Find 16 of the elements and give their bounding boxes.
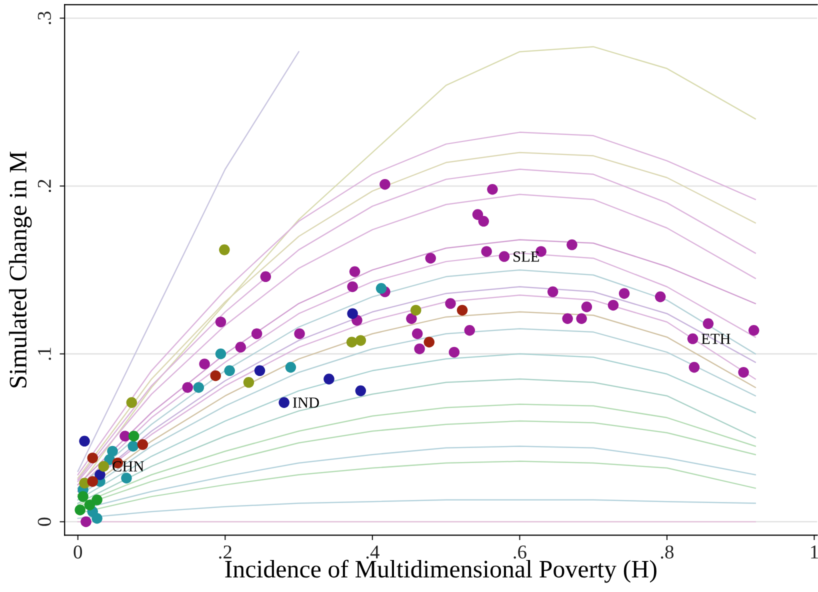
- y-tick-label: .1: [38, 348, 52, 360]
- x-tick-label: .8: [660, 545, 674, 559]
- annotation: SLE: [514, 251, 539, 262]
- x-axis-title: Incidence of Multidimensional Poverty (H): [225, 560, 656, 583]
- y-tick-label: 0: [38, 518, 51, 526]
- annotation: IND: [292, 398, 319, 408]
- y-tick-label: .2: [38, 180, 52, 192]
- x-tick-label: .6: [514, 546, 526, 559]
- x-tick-label: .2: [219, 546, 232, 559]
- y-tick-label: .3: [38, 12, 52, 24]
- annotation: CHN: [112, 461, 144, 472]
- x-tick-label: 1: [811, 546, 818, 558]
- x-tick-label: 0: [74, 545, 82, 559]
- x-tick-label: .4: [366, 546, 380, 559]
- annotation: ETH: [702, 334, 730, 344]
- y-axis-title: Simulated Change in M: [8, 152, 32, 388]
